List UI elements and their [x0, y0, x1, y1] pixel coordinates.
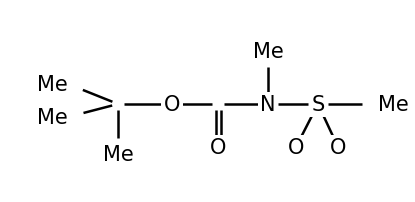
Text: Me: Me [253, 42, 283, 62]
Text: Me: Me [378, 95, 409, 115]
Text: N: N [260, 95, 276, 115]
Text: Me: Me [37, 75, 68, 95]
Text: Me: Me [37, 107, 68, 127]
Text: O: O [330, 137, 346, 157]
Text: O: O [210, 137, 226, 157]
Text: Me: Me [103, 144, 133, 164]
Text: O: O [164, 95, 180, 115]
Text: O: O [288, 137, 304, 157]
Text: S: S [311, 95, 325, 115]
